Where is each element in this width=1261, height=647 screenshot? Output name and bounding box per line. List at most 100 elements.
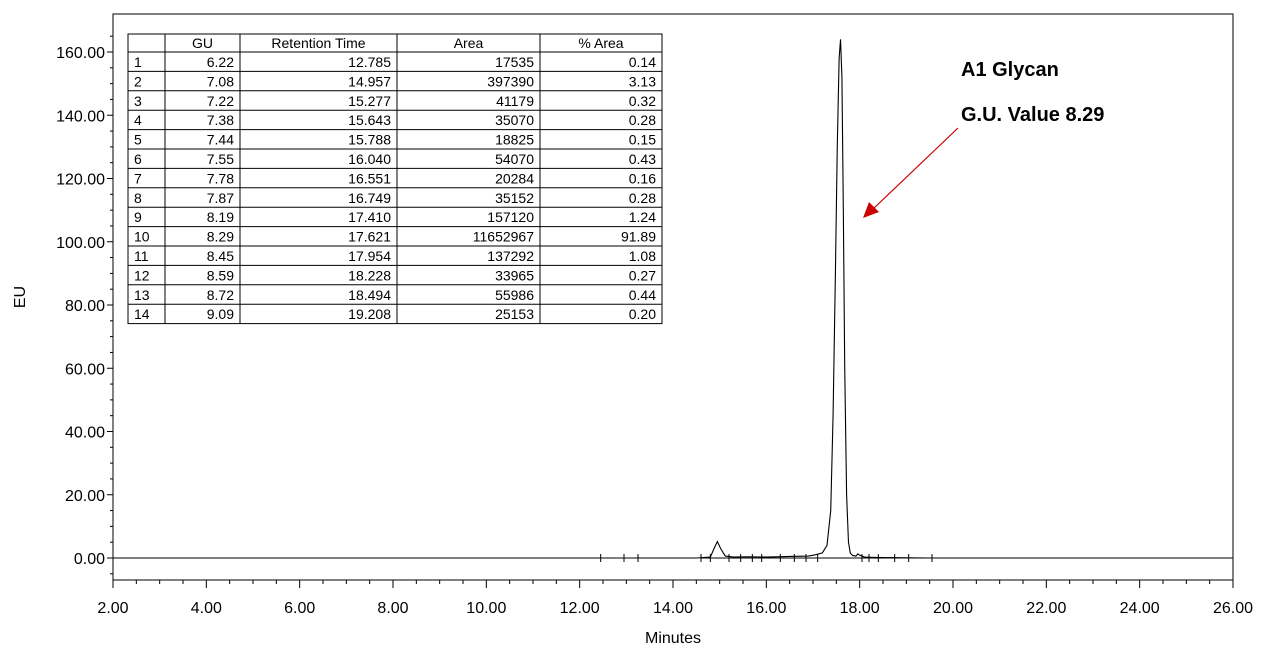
table-cell: 7.55 xyxy=(207,151,234,167)
y-tick-label: 0.00 xyxy=(74,551,105,568)
table-cell: 35070 xyxy=(495,112,534,128)
table-cell: 9.09 xyxy=(207,306,234,322)
table-cell: 0.28 xyxy=(629,112,656,128)
x-axis: 2.00 4.00 6.00 8.00 10.00 12.00 14.00 16.00 18.0… xyxy=(97,580,1253,617)
table-cell: 0.27 xyxy=(629,267,656,283)
table-cell: 8.19 xyxy=(207,209,234,225)
table-cell: 16.749 xyxy=(348,190,391,206)
table-cell: 7.87 xyxy=(207,190,234,206)
x-tick-label: 24.00 xyxy=(1120,600,1160,617)
table-cell: 8.59 xyxy=(207,267,234,283)
x-tick-label: 16.00 xyxy=(746,600,786,617)
table-cell-index: 11 xyxy=(134,248,149,264)
table-cell: 0.16 xyxy=(629,170,656,186)
table-cell: 33965 xyxy=(495,267,534,283)
peak-table: GU Retention Time Area % Area 1 6.22 12.785 175… xyxy=(127,33,663,325)
table-header-cell: % Area xyxy=(578,35,623,51)
table-header-cell: Retention Time xyxy=(271,35,365,51)
x-tick-label: 22.00 xyxy=(1026,600,1066,617)
y-tick-label: 40.00 xyxy=(65,425,105,442)
table-cell: 0.14 xyxy=(629,54,656,70)
x-tick-label: 10.00 xyxy=(466,600,506,617)
table-cell-index: 10 xyxy=(134,229,150,245)
table-cell: 15.643 xyxy=(348,112,391,128)
table-cell: 16.040 xyxy=(348,151,391,167)
y-tick-label: 80.00 xyxy=(65,298,105,315)
y-tick-label: 100.00 xyxy=(56,235,105,252)
table-cell: 3.13 xyxy=(629,73,656,89)
table-cell-index: 8 xyxy=(134,190,142,206)
table-cell: 41179 xyxy=(496,93,534,109)
table-cell: 0.15 xyxy=(629,132,656,148)
y-axis: 0.00 20.00 40.00 60.00 80.00 100.00 120.00 140.… xyxy=(56,35,113,575)
x-tick-label: 6.00 xyxy=(284,600,315,617)
table-cell: 54070 xyxy=(495,151,534,167)
table-cell: 55986 xyxy=(495,287,534,303)
annotation-arrow-head xyxy=(863,202,879,218)
table-cell: 0.43 xyxy=(629,151,656,167)
table-cell: 0.44 xyxy=(629,287,656,303)
table-cell: 17535 xyxy=(495,54,534,70)
table-cell-index: 9 xyxy=(134,209,142,225)
table-cell: 18.494 xyxy=(348,287,391,303)
table-header-cell: Area xyxy=(454,35,484,51)
annotation-glycan-name: A1 Glycan xyxy=(961,59,1059,81)
table-cell-index: 12 xyxy=(134,267,150,283)
table-cell: 18825 xyxy=(495,132,534,148)
table-cell: 8.29 xyxy=(207,229,234,245)
x-tick-label: 18.00 xyxy=(840,600,880,617)
annotation-gu-value: G.U. Value 8.29 xyxy=(961,104,1104,126)
table-cell: 7.38 xyxy=(207,112,234,128)
table-cell: 7.22 xyxy=(207,93,234,109)
table-cell: 0.28 xyxy=(629,190,656,206)
x-tick-label: 2.00 xyxy=(97,600,128,617)
y-tick-label: 160.00 xyxy=(56,45,105,62)
x-tick-label: 14.00 xyxy=(653,600,693,617)
table-cell: 8.45 xyxy=(207,248,234,264)
y-tick-label: 60.00 xyxy=(65,361,105,378)
table-cell: 7.08 xyxy=(207,73,234,89)
table-cell: 7.78 xyxy=(207,170,234,186)
table-cell: 25153 xyxy=(495,306,534,322)
table-cell-index: 5 xyxy=(134,132,142,148)
x-tick-label: 26.00 xyxy=(1213,600,1253,617)
table-cell: 18.228 xyxy=(348,267,391,283)
table-cell: 17.954 xyxy=(348,248,391,264)
table-cell: 0.20 xyxy=(629,306,656,322)
table-cell: 8.72 xyxy=(207,287,234,303)
table-cell: 17.621 xyxy=(348,229,391,245)
y-tick-label: 120.00 xyxy=(56,172,105,189)
table-cell: 157120 xyxy=(487,209,534,225)
y-tick-label: 20.00 xyxy=(65,488,105,505)
table-cell-index: 3 xyxy=(134,93,142,109)
table-frame xyxy=(127,33,663,325)
table-cell: 17.410 xyxy=(348,209,391,225)
y-axis-title: EU xyxy=(12,286,29,308)
x-axis-title: Minutes xyxy=(645,630,701,647)
table-cell: 1.08 xyxy=(629,248,656,264)
table-cell: 14.957 xyxy=(348,73,391,89)
table-cell: 397390 xyxy=(487,73,534,89)
annotation-arrow xyxy=(871,127,959,211)
table-cell: 19.208 xyxy=(348,306,391,322)
table-cell: 12.785 xyxy=(348,54,391,70)
table-cell: 20284 xyxy=(495,170,534,186)
table-cell-index: 2 xyxy=(134,73,142,89)
x-tick-label: 4.00 xyxy=(191,600,222,617)
table-cell-index: 4 xyxy=(134,112,142,128)
table-cell: 35152 xyxy=(495,190,534,206)
table-cell-index: 1 xyxy=(134,54,142,70)
table-cell-index: 14 xyxy=(134,306,150,322)
table-cell: 137292 xyxy=(487,248,534,264)
table-cell: 15.277 xyxy=(348,93,391,109)
table-cell: 1.24 xyxy=(629,209,656,225)
table-cell: 15.788 xyxy=(348,132,391,148)
table-cell: 16.551 xyxy=(348,170,391,186)
table-cell-index: 13 xyxy=(134,287,150,303)
chromatogram-trace xyxy=(113,39,1233,559)
table-cell: 91.89 xyxy=(621,229,656,245)
table-cell: 7.44 xyxy=(207,132,234,148)
x-tick-label: 20.00 xyxy=(933,600,973,617)
table-cell-index: 7 xyxy=(134,170,142,186)
